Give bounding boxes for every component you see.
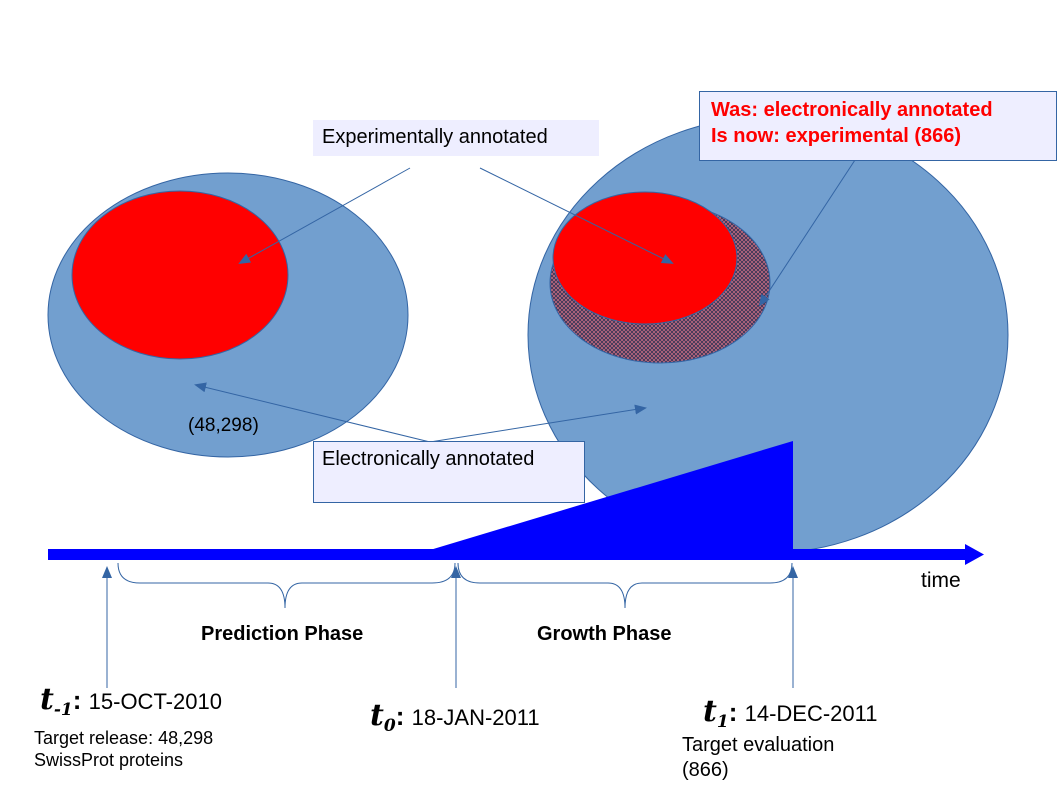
newly-experimental-arrow <box>758 159 856 307</box>
timeline-arrowhead <box>965 544 984 565</box>
electronically-annotated-label: Electronically annotated <box>313 441 585 503</box>
t0-label: t0: 18-JAN-2011 <box>370 698 540 736</box>
exp-arrow-right <box>479 167 674 264</box>
t-minus-1-note-line1: Target release: 48,298 <box>34 728 214 748</box>
reclassified-callout: Was: electronically annotated Is now: ex… <box>699 91 1057 161</box>
growth-wedge <box>420 441 793 553</box>
growth-phase-brace <box>457 562 793 609</box>
time-axis-label: time <box>921 569 961 592</box>
prediction-phase-brace <box>117 562 456 609</box>
left-experimental-ellipse <box>71 190 289 360</box>
t-minus-1-note-line2: SwissProt proteins <box>34 750 184 770</box>
t1-note: Target evaluation (866) <box>682 733 834 783</box>
t1-note-line2: (866) <box>682 759 729 781</box>
t-minus-1-symbol: t <box>40 682 54 717</box>
t1-symbol: t <box>703 694 717 729</box>
t-minus-1-label: t-1: 15-OCT-2010 <box>40 682 222 720</box>
left-population-count: (48,298) <box>188 415 259 436</box>
prediction-phase-label: Prediction Phase <box>201 623 364 645</box>
reclassified-callout-line2: Is now: experimental (866) <box>711 125 962 147</box>
t0-date: 18-JAN-2011 <box>411 705 540 730</box>
elec-arrow-right <box>429 404 647 443</box>
t0-symbol: t <box>370 698 384 733</box>
t-minus-1-subscript: -1 <box>53 700 73 720</box>
t1-date: 14-DEC-2011 <box>744 701 878 726</box>
t-minus-1-date: 15-OCT-2010 <box>88 689 222 714</box>
t0-subscript: 0 <box>383 716 396 736</box>
elec-arrow-left <box>194 382 431 443</box>
reclassified-callout-line1: Was: electronically annotated <box>711 99 993 121</box>
experimentally-annotated-label: Experimentally annotated <box>313 120 599 156</box>
exp-arrow-left <box>238 167 411 264</box>
growth-phase-label: Growth Phase <box>537 623 672 645</box>
right-experimental-ellipse <box>552 191 738 325</box>
t1-label: t1: 14-DEC-2011 <box>703 694 878 732</box>
t-minus-1-note: Target release: 48,298 SwissProt protein… <box>34 727 213 771</box>
t1-note-line1: Target evaluation <box>682 734 835 756</box>
timeline-bar <box>48 549 968 560</box>
t1-subscript: 1 <box>716 712 729 732</box>
